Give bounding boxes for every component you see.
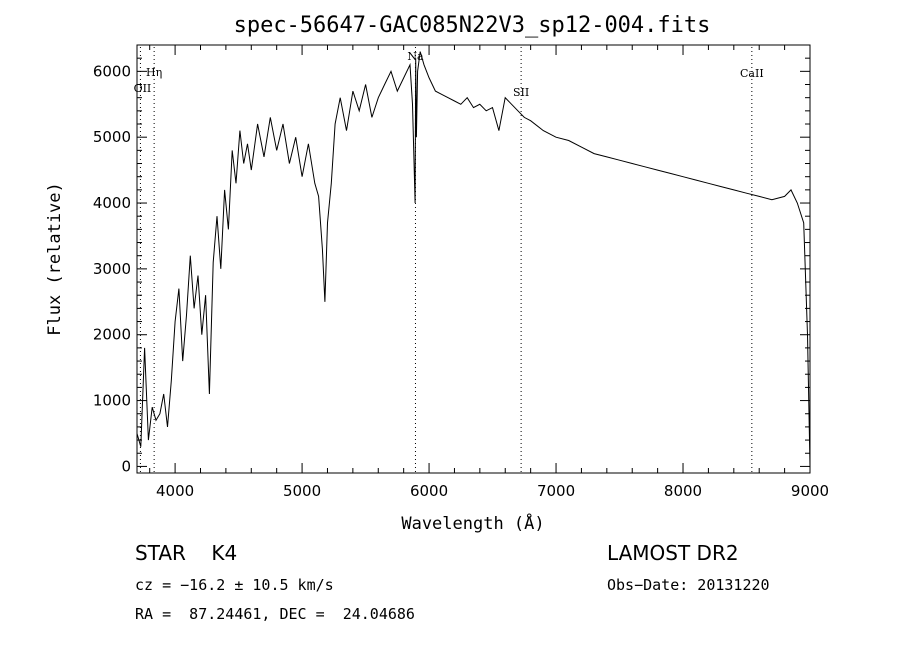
obs-date: Obs−Date: 20131220 [607,576,770,594]
x-tick-label: 8000 [664,482,702,500]
x-tick-label: 5000 [283,482,321,500]
flux-series-line [136,51,811,467]
x-tick-label: 6000 [410,482,448,500]
chart-title: spec-56647-GAC085N22V3_sp12-004.fits [234,13,711,38]
y-tick-label: 5000 [93,128,131,146]
x-tick-label: 9000 [791,482,829,500]
y-tick-label: 0 [121,457,131,475]
x-axis-label: Wavelength (Å) [401,512,544,534]
y-tick-label: 6000 [93,62,131,80]
spectral-line-label: CaII [740,67,764,80]
survey-name: LAMOST DR2 [607,541,739,565]
x-tick-label: 7000 [537,482,575,500]
spectral-line-label: SII [513,86,529,99]
axis-ticks: 4000 5000 6000 7000 8000 9000 0 1000 2000 3000 400… [93,45,829,500]
redshift-info: cz = −16.2 ± 10.5 km/s [135,576,334,594]
y-tick-label: 2000 [93,326,131,344]
object-class: STAR K4 [135,541,237,565]
y-tick-label: 1000 [93,392,131,410]
y-tick-label: 4000 [93,194,131,212]
x-tick-label: 4000 [156,482,194,500]
y-tick-label: 3000 [93,260,131,278]
spectral-line-label: Hη [146,66,162,79]
y-axis-label: Flux (relative) [45,182,65,336]
plot-frame [136,44,811,474]
spectral-line-label: OII [134,82,152,95]
coordinates: RA = 87.24461, DEC = 24.04686 [135,605,415,623]
